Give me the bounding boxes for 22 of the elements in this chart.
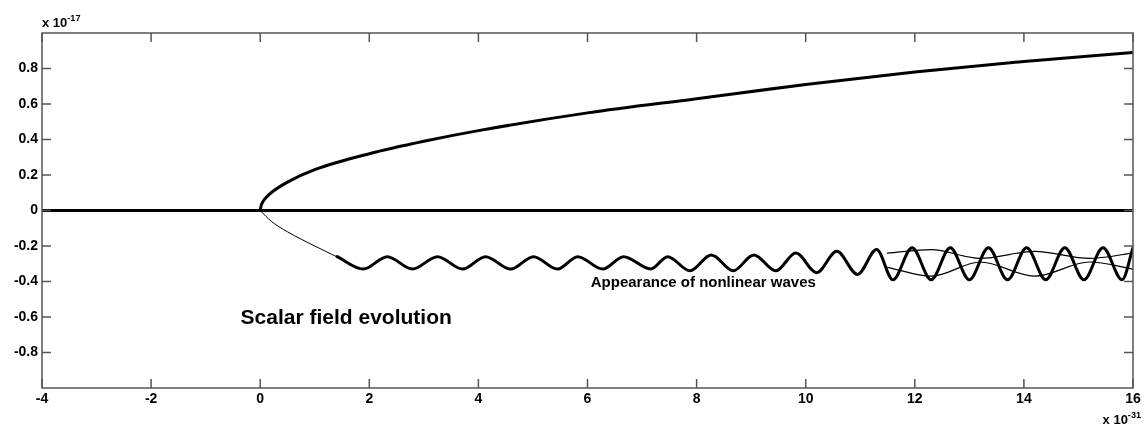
x-tick-label: 10 <box>797 390 814 407</box>
x-tick-label: -4 <box>35 390 49 407</box>
y-tick-label: 0.4 <box>18 130 39 147</box>
x-tick-label: 14 <box>1016 390 1032 407</box>
y-tick-label: 0.8 <box>18 59 39 76</box>
y-tick-label: -0.8 <box>13 343 39 360</box>
y-tick-label: -0.4 <box>13 272 39 289</box>
x-tick-label: 12 <box>907 390 923 407</box>
annotation: Scalar field evolution <box>240 305 452 329</box>
y-tick-label: -0.2 <box>13 236 39 253</box>
y-tick-label: 0.2 <box>18 165 39 182</box>
x-tick-label: 0 <box>256 390 265 407</box>
x-tick-label: 6 <box>583 390 592 407</box>
x-tick-label: 16 <box>1125 390 1141 407</box>
y-tick-label: -0.6 <box>13 307 39 324</box>
x-tick-label: -2 <box>144 390 158 407</box>
annotation: Appearance of nonlinear waves <box>590 272 816 290</box>
x-tick-label: 4 <box>474 390 483 407</box>
x-tick-label: 8 <box>692 390 701 407</box>
y-tick-label: 0 <box>30 201 39 218</box>
y-tick-label: 0.6 <box>18 94 39 111</box>
x-tick-label: 2 <box>365 390 374 407</box>
